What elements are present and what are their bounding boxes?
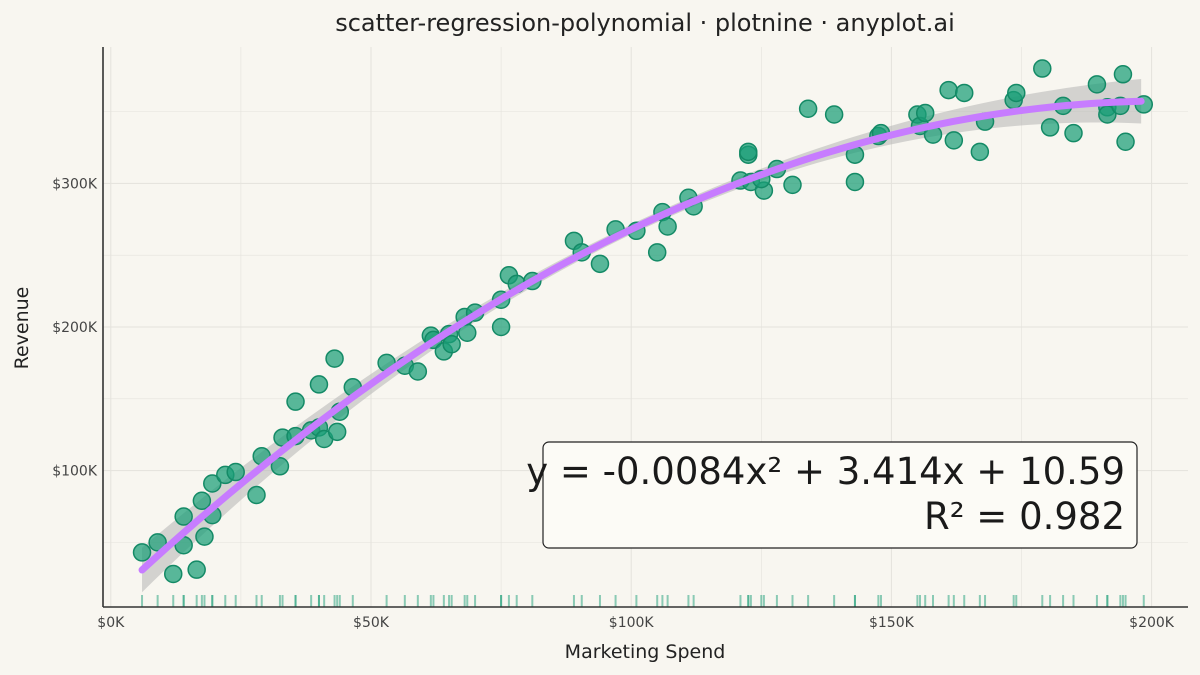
x-tick-label: $50K bbox=[353, 615, 390, 631]
data-point bbox=[970, 142, 990, 162]
data-point bbox=[1113, 65, 1133, 84]
scatter-points bbox=[132, 59, 1154, 584]
data-point bbox=[739, 142, 758, 162]
y-axis-label: Revenue bbox=[11, 287, 33, 370]
data-point bbox=[174, 507, 193, 526]
axes bbox=[102, 47, 1188, 608]
rug-marks bbox=[141, 595, 1145, 607]
data-point bbox=[192, 491, 212, 510]
equation-text: y = -0.0084x² + 3.414x + 10.59 bbox=[526, 450, 1125, 493]
data-point bbox=[187, 560, 206, 579]
data-point bbox=[148, 533, 167, 552]
data-point bbox=[132, 543, 152, 562]
data-point bbox=[783, 175, 802, 195]
y-tick-labels: $100K $200K $300K bbox=[52, 176, 98, 479]
data-point bbox=[325, 349, 344, 368]
x-tick-label: $150K bbox=[869, 615, 915, 631]
data-point bbox=[845, 172, 865, 192]
y-tick-label: $300K bbox=[52, 176, 98, 192]
y-tick-label: $200K bbox=[52, 320, 98, 336]
data-point bbox=[247, 485, 266, 505]
data-point bbox=[270, 457, 290, 476]
data-point bbox=[939, 80, 958, 100]
x-axis-label: Marketing Spend bbox=[565, 641, 726, 663]
annotation-box bbox=[542, 441, 1138, 549]
r-squared-text: R² = 0.982 bbox=[924, 495, 1125, 538]
data-point bbox=[203, 474, 222, 493]
x-tick-label: $0K bbox=[97, 615, 125, 631]
data-point bbox=[327, 422, 347, 442]
data-point bbox=[944, 131, 964, 150]
data-point bbox=[954, 83, 974, 103]
data-point bbox=[658, 217, 677, 236]
data-point bbox=[1040, 118, 1060, 137]
data-point bbox=[309, 375, 329, 394]
data-point bbox=[1033, 59, 1052, 78]
data-point bbox=[491, 317, 511, 337]
data-point bbox=[408, 362, 428, 381]
data-point bbox=[226, 462, 245, 482]
data-point bbox=[798, 99, 818, 118]
data-point bbox=[1116, 132, 1135, 152]
y-tick-label: $100K bbox=[52, 464, 98, 480]
data-point bbox=[824, 105, 844, 124]
x-tick-label: $200K bbox=[1129, 615, 1175, 631]
data-point bbox=[164, 564, 183, 584]
x-tick-label: $100K bbox=[609, 615, 655, 631]
data-point bbox=[1007, 83, 1026, 103]
fit-line bbox=[138, 97, 1145, 574]
chart-title: scatter-regression-polynomial · plotnine… bbox=[335, 9, 955, 37]
data-point bbox=[1064, 123, 1083, 143]
data-point bbox=[590, 254, 610, 274]
data-point bbox=[286, 392, 305, 411]
equation-annotation: y = -0.0084x² + 3.414x + 10.59 R² = 0.98… bbox=[526, 441, 1138, 549]
data-point bbox=[1087, 75, 1107, 94]
data-point bbox=[458, 323, 477, 342]
data-point bbox=[195, 527, 214, 546]
x-tick-labels: $0K $50K $100K $150K $200K bbox=[97, 615, 1174, 631]
data-point bbox=[647, 243, 667, 262]
data-point bbox=[442, 334, 461, 354]
regression-curve bbox=[138, 97, 1145, 574]
data-point bbox=[915, 103, 935, 123]
